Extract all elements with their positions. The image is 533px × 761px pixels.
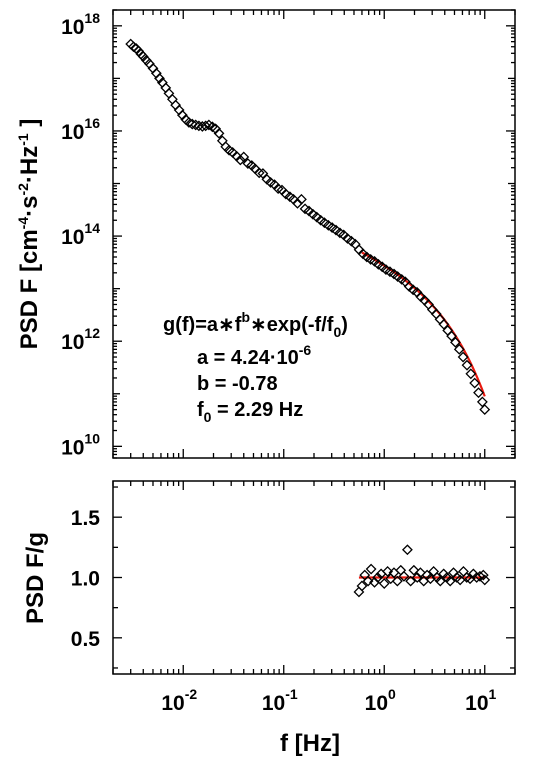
data-point [446,330,458,342]
fit-param-b: b = -0.78 [197,373,278,395]
data-point [378,578,390,589]
data-point [411,572,423,583]
data-point [398,570,410,582]
data-point [473,387,484,399]
y-tick-label: 1.5 [71,507,101,530]
x-axis-label: f [Hz] [280,730,340,757]
top-tick-marks [112,9,516,459]
y-tick-label: 1010 [61,430,100,459]
data-point [461,359,473,371]
data-point [434,575,446,587]
top-plot-frame [112,9,516,459]
y-tick-label: 1012 [61,325,100,354]
data-point [238,151,250,163]
data-point [408,564,420,576]
data-point [176,109,188,121]
data-point [154,72,165,84]
data-point [210,123,222,135]
data-point [461,572,473,583]
bottom-y-axis-label: PSD F/g [22,532,49,624]
data-point [353,586,365,598]
bottom-data-points [353,544,491,598]
data-point [196,120,208,132]
fit-curve-line [361,251,486,397]
fit-formula: g(f)=a∗fb∗exp(-f/f0) [163,309,348,340]
x-tick-label: 100 [365,686,396,715]
data-point [296,193,307,205]
data-point [414,567,426,579]
data-point [292,197,303,209]
data-point [438,318,450,330]
data-point [477,569,489,581]
y-tick-label: 1014 [61,220,100,249]
data-point [213,127,225,139]
data-point [163,87,175,99]
top-panel: 1010 1012 1014 1016 1018 PSD F [cm-4·s-2·Hz-… [15,9,516,460]
bottom-panel: 0.5 1.0 1.5 10-2 10-1 100 101 PSD F/g f [Hz] [22,480,516,757]
data-point [186,118,198,130]
data-point [405,575,417,587]
data-point [453,343,465,355]
data-point [465,368,477,380]
data-point [362,575,374,587]
bottom-y-tick-labels: 0.5 1.0 1.5 [71,507,101,651]
data-point [458,566,469,577]
data-point [190,119,202,131]
top-fit-curve [361,251,486,397]
data-point [476,396,488,408]
y-tick-label: 1018 [61,10,100,39]
data-point [479,574,491,586]
data-point [160,82,172,94]
bottom-tick-marks [112,481,516,674]
data-point [444,575,456,587]
data-point [369,576,380,588]
data-point [372,572,384,583]
top-y-tick-labels: 1010 1012 1014 1016 1018 [61,10,100,460]
y-tick-label: 1.0 [71,568,100,591]
y-tick-label: 1016 [61,115,100,144]
data-point [391,575,403,587]
y-tick-label: 0.5 [71,628,101,651]
data-point [253,167,265,179]
data-point [183,117,195,128]
fit-annotation: g(f)=a∗fb∗exp(-f/f0) a = 4.24·10-6 b = -… [163,309,348,425]
data-point [479,404,491,416]
data-point [234,154,246,166]
fit-param-f0: f0 = 2.29 Hz [197,399,303,425]
x-tick-label: 10-2 [161,686,197,715]
top-data-points [125,38,491,416]
data-point [365,563,377,575]
x-tick-label: 10-1 [262,686,298,715]
fit-param-a: a = 4.24·10-6 [197,342,311,369]
data-point [200,120,212,132]
data-point [474,570,486,582]
x-tick-label: 101 [465,686,496,715]
data-point [401,544,413,556]
top-y-axis-label: PSD F [cm-4·s-2·Hz-1 ] [15,119,43,350]
data-point [469,377,481,389]
data-point [457,351,469,363]
bottom-x-tick-labels: 10-2 10-1 100 101 [161,686,496,715]
data-point [450,336,461,348]
data-point [166,93,178,105]
data-point [382,566,394,577]
data-point [356,580,368,592]
